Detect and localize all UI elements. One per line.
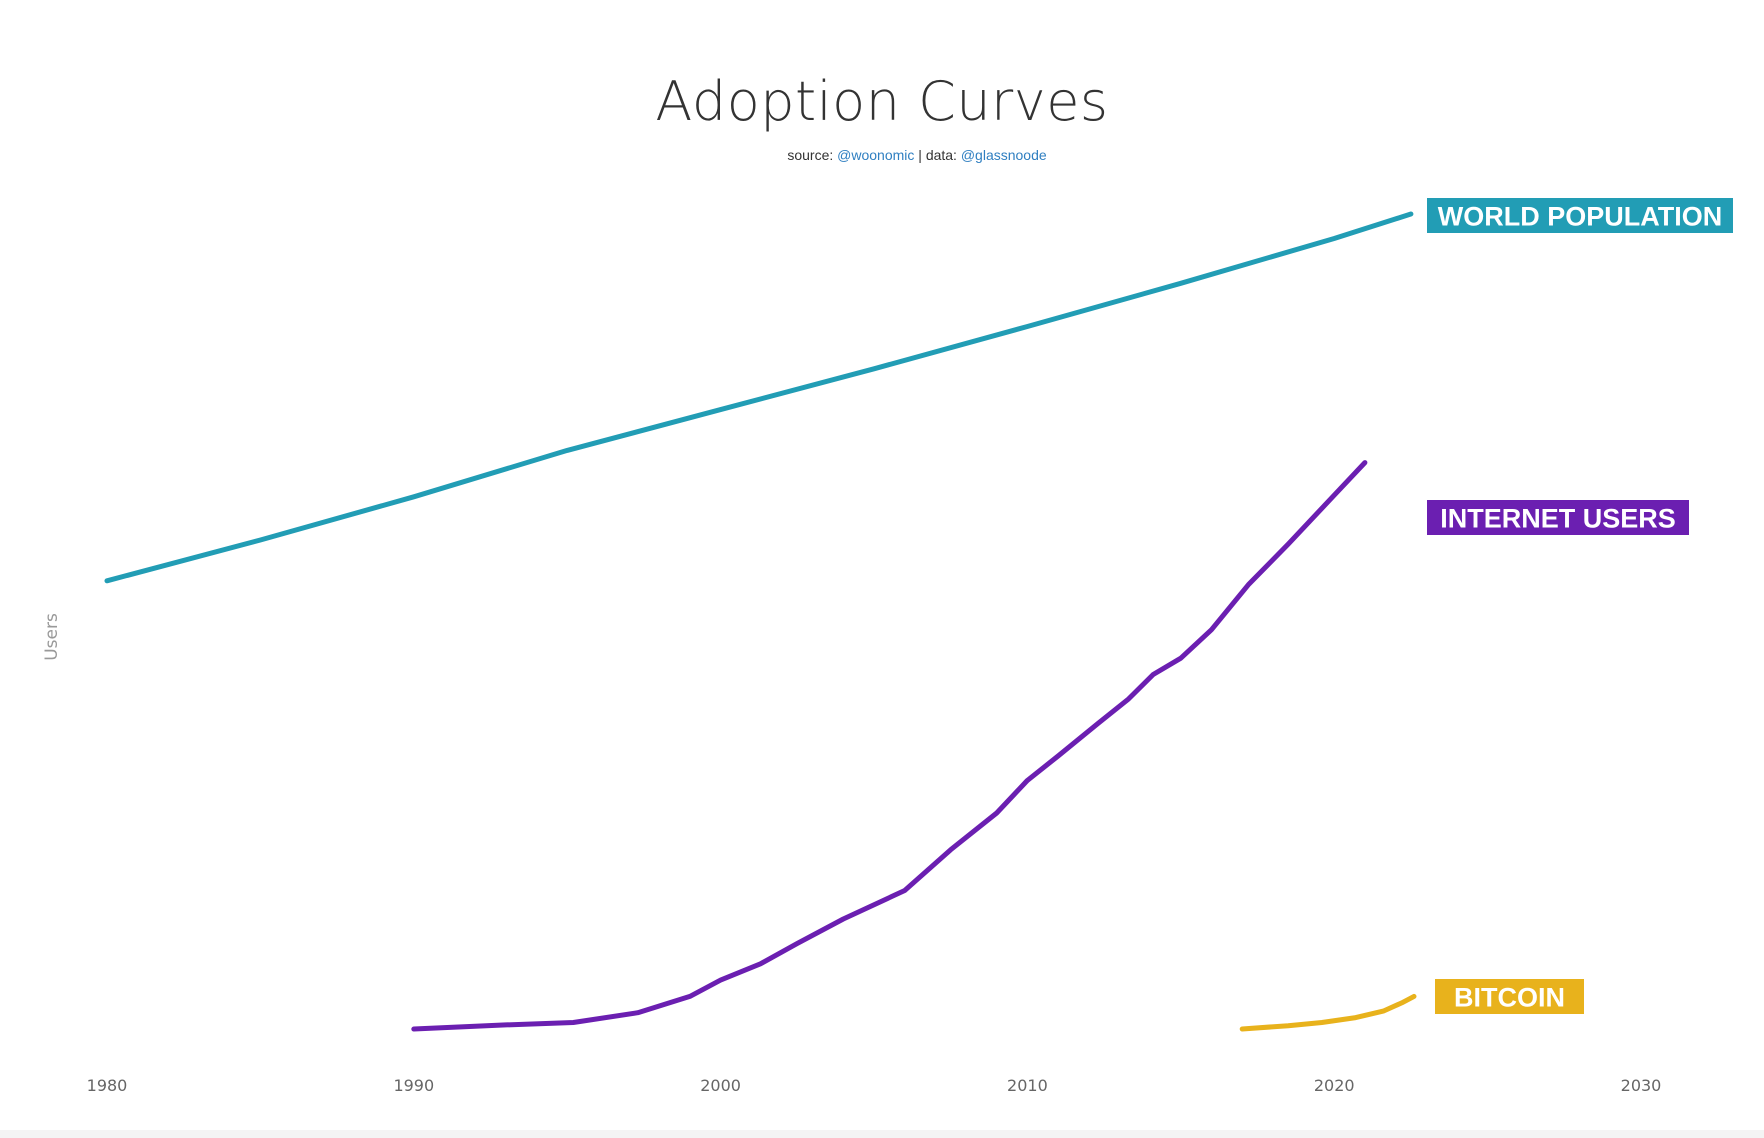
- chart-subtitle: source: @woonomic | data: @glassnoode: [0, 147, 1764, 163]
- series-label-internet-users: INTERNET USERS: [1427, 500, 1689, 535]
- x-axis-ticks: 1980 1990 2000 2010 2020 2030: [87, 1076, 1662, 1095]
- series-label-background: [1435, 979, 1584, 1014]
- data-label: data:: [925, 147, 957, 163]
- series-label-world-population: WORLD POPULATION: [1427, 198, 1733, 233]
- series-label-background: [1427, 500, 1689, 535]
- series-label-text: WORLD POPULATION: [1438, 202, 1722, 232]
- series-line-internet-users: [411, 460, 1368, 1032]
- chart-title: Adoption Curves: [655, 70, 1109, 133]
- x-tick-label: 2000: [700, 1076, 741, 1095]
- x-tick-label: 1990: [393, 1076, 434, 1095]
- data-handle-link[interactable]: @glassnoode: [960, 147, 1047, 163]
- series-label-background: [1427, 198, 1733, 233]
- source-handle-link[interactable]: @woonomic: [837, 147, 915, 163]
- x-tick-label: 2010: [1007, 1076, 1048, 1095]
- source-label: source:: [787, 147, 834, 163]
- series-lines: [104, 211, 1417, 1032]
- x-tick-label: 1980: [87, 1076, 128, 1095]
- series-labels: WORLD POPULATION INTERNET USERS BITCOIN: [1427, 198, 1733, 1014]
- footer-band: [0, 1130, 1764, 1138]
- y-axis-title: Users: [42, 613, 62, 661]
- series-label-text: INTERNET USERS: [1440, 504, 1676, 534]
- subtitle-separator: |: [918, 147, 922, 163]
- x-tick-label: 2020: [1314, 1076, 1355, 1095]
- series-line-bitcoin: [1239, 993, 1417, 1032]
- series-label-text: BITCOIN: [1454, 983, 1565, 1013]
- series-line-world-population: [104, 211, 1414, 584]
- series-label-bitcoin: BITCOIN: [1435, 979, 1584, 1014]
- x-tick-label: 2030: [1621, 1076, 1662, 1095]
